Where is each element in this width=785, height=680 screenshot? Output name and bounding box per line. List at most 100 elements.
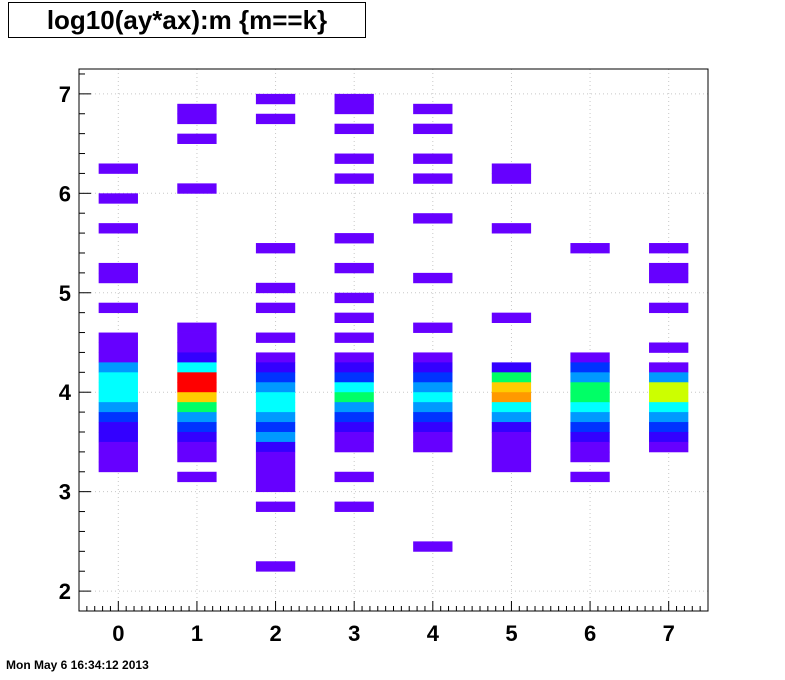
heatmap-cell	[98, 163, 138, 174]
heatmap-cell	[255, 451, 296, 463]
heatmap-cell	[255, 412, 296, 423]
heatmap-cell	[255, 441, 296, 453]
heatmap-cell	[570, 451, 610, 463]
x-tick-label: 6	[584, 621, 596, 646]
heatmap-cell	[177, 332, 217, 343]
heatmap-cell	[255, 382, 296, 393]
y-tick-label: 5	[59, 281, 71, 306]
heatmap-cell	[570, 422, 610, 433]
heatmap-cell	[491, 392, 532, 403]
heatmap-cell	[570, 243, 610, 254]
heatmap-cell	[255, 422, 296, 433]
heatmap-cell	[177, 372, 217, 383]
heatmap-cell	[649, 362, 689, 373]
heatmap-cell	[177, 113, 217, 125]
heatmap-cell	[491, 402, 532, 413]
heatmap-cell	[413, 382, 453, 393]
heatmap-cell	[334, 173, 374, 184]
heatmap-cell	[649, 402, 689, 413]
heatmap-cell	[98, 441, 138, 453]
x-tick-label: 5	[505, 621, 517, 646]
heatmap-cell	[177, 471, 217, 483]
heatmap-cell	[413, 441, 453, 453]
heatmap-cell	[570, 431, 610, 443]
heatmap-cell	[649, 372, 689, 383]
heatmap-cell	[491, 431, 532, 443]
heatmap-cell	[491, 382, 532, 393]
heatmap-cells	[98, 93, 689, 572]
heatmap-cell	[413, 402, 453, 413]
heatmap-cell	[98, 422, 138, 433]
heatmap-cell	[98, 332, 138, 343]
heatmap-cell	[177, 322, 217, 333]
heatmap-cell	[649, 441, 689, 453]
heatmap-cell	[98, 392, 138, 403]
y-tick-label: 2	[59, 579, 71, 604]
heatmap-cell	[255, 431, 296, 443]
heatmap-cell	[98, 412, 138, 423]
heatmap-cell	[334, 123, 374, 135]
heatmap-cell	[177, 441, 217, 453]
heatmap-cell	[334, 441, 374, 453]
heatmap-cell	[255, 113, 296, 125]
heatmap-cell	[334, 103, 374, 115]
heatmap-cell	[570, 362, 610, 373]
heatmap-cell	[255, 362, 296, 373]
heatmap-cell	[570, 471, 610, 483]
heatmap-cell	[570, 392, 610, 403]
heatmap-cell	[491, 163, 532, 174]
heatmap-cell	[177, 422, 217, 433]
heatmap-cell	[334, 332, 374, 343]
heatmap-cell	[649, 431, 689, 443]
heatmap-cell	[413, 123, 453, 135]
heatmap-cell	[649, 342, 689, 353]
heatmap-cell	[255, 561, 296, 572]
heatmap-cell	[649, 382, 689, 393]
heatmap-cell	[98, 372, 138, 383]
heatmap-cell	[334, 412, 374, 423]
heatmap-cell	[334, 501, 374, 512]
heatmap-cell	[177, 133, 217, 144]
heatmap-cell	[334, 402, 374, 413]
heatmap-cell	[413, 422, 453, 433]
heatmap-cell	[98, 402, 138, 413]
heatmap-cell	[334, 352, 374, 363]
heatmap-cell	[413, 153, 453, 164]
heatmap-cell	[491, 312, 532, 323]
heatmap-cell	[413, 362, 453, 373]
heatmap-cell	[177, 402, 217, 413]
heatmap-cell	[255, 93, 296, 105]
heatmap-cell	[491, 441, 532, 453]
heatmap-cell	[255, 352, 296, 363]
y-tick-label: 4	[59, 380, 72, 405]
heatmap-cell	[255, 392, 296, 403]
heatmap-cell	[334, 392, 374, 403]
heatmap-cell	[570, 382, 610, 393]
heatmap-cell	[255, 501, 296, 512]
heatmap-cell	[413, 412, 453, 423]
heatmap-cell	[98, 302, 138, 314]
heatmap-cell	[177, 431, 217, 443]
x-tick-label: 2	[269, 621, 281, 646]
heatmap-cell	[649, 422, 689, 433]
heatmap-cell	[649, 392, 689, 403]
heatmap-cell	[570, 352, 610, 363]
heatmap-cell	[98, 262, 138, 274]
heatmap-cell	[649, 412, 689, 423]
y-tick-label: 3	[59, 480, 71, 505]
heatmap-cell	[177, 342, 217, 353]
heatmap-cell	[98, 362, 138, 373]
heatmap-cell	[98, 461, 138, 473]
heatmap-cell	[570, 372, 610, 383]
axes: 0 1 2 3 4 5 6 7 2 3 4 5 6 7	[59, 73, 709, 646]
heatmap-cell	[177, 451, 217, 463]
heatmap-cell	[570, 412, 610, 423]
heatmap-cell	[334, 471, 374, 483]
heatmap-cell	[255, 402, 296, 413]
heatmap-cell	[413, 352, 453, 363]
heatmap-cell	[334, 292, 374, 304]
y-tick-label: 6	[59, 181, 71, 206]
heatmap-cell	[334, 431, 374, 443]
heatmap-cell	[491, 412, 532, 423]
heatmap-cell	[255, 282, 296, 294]
